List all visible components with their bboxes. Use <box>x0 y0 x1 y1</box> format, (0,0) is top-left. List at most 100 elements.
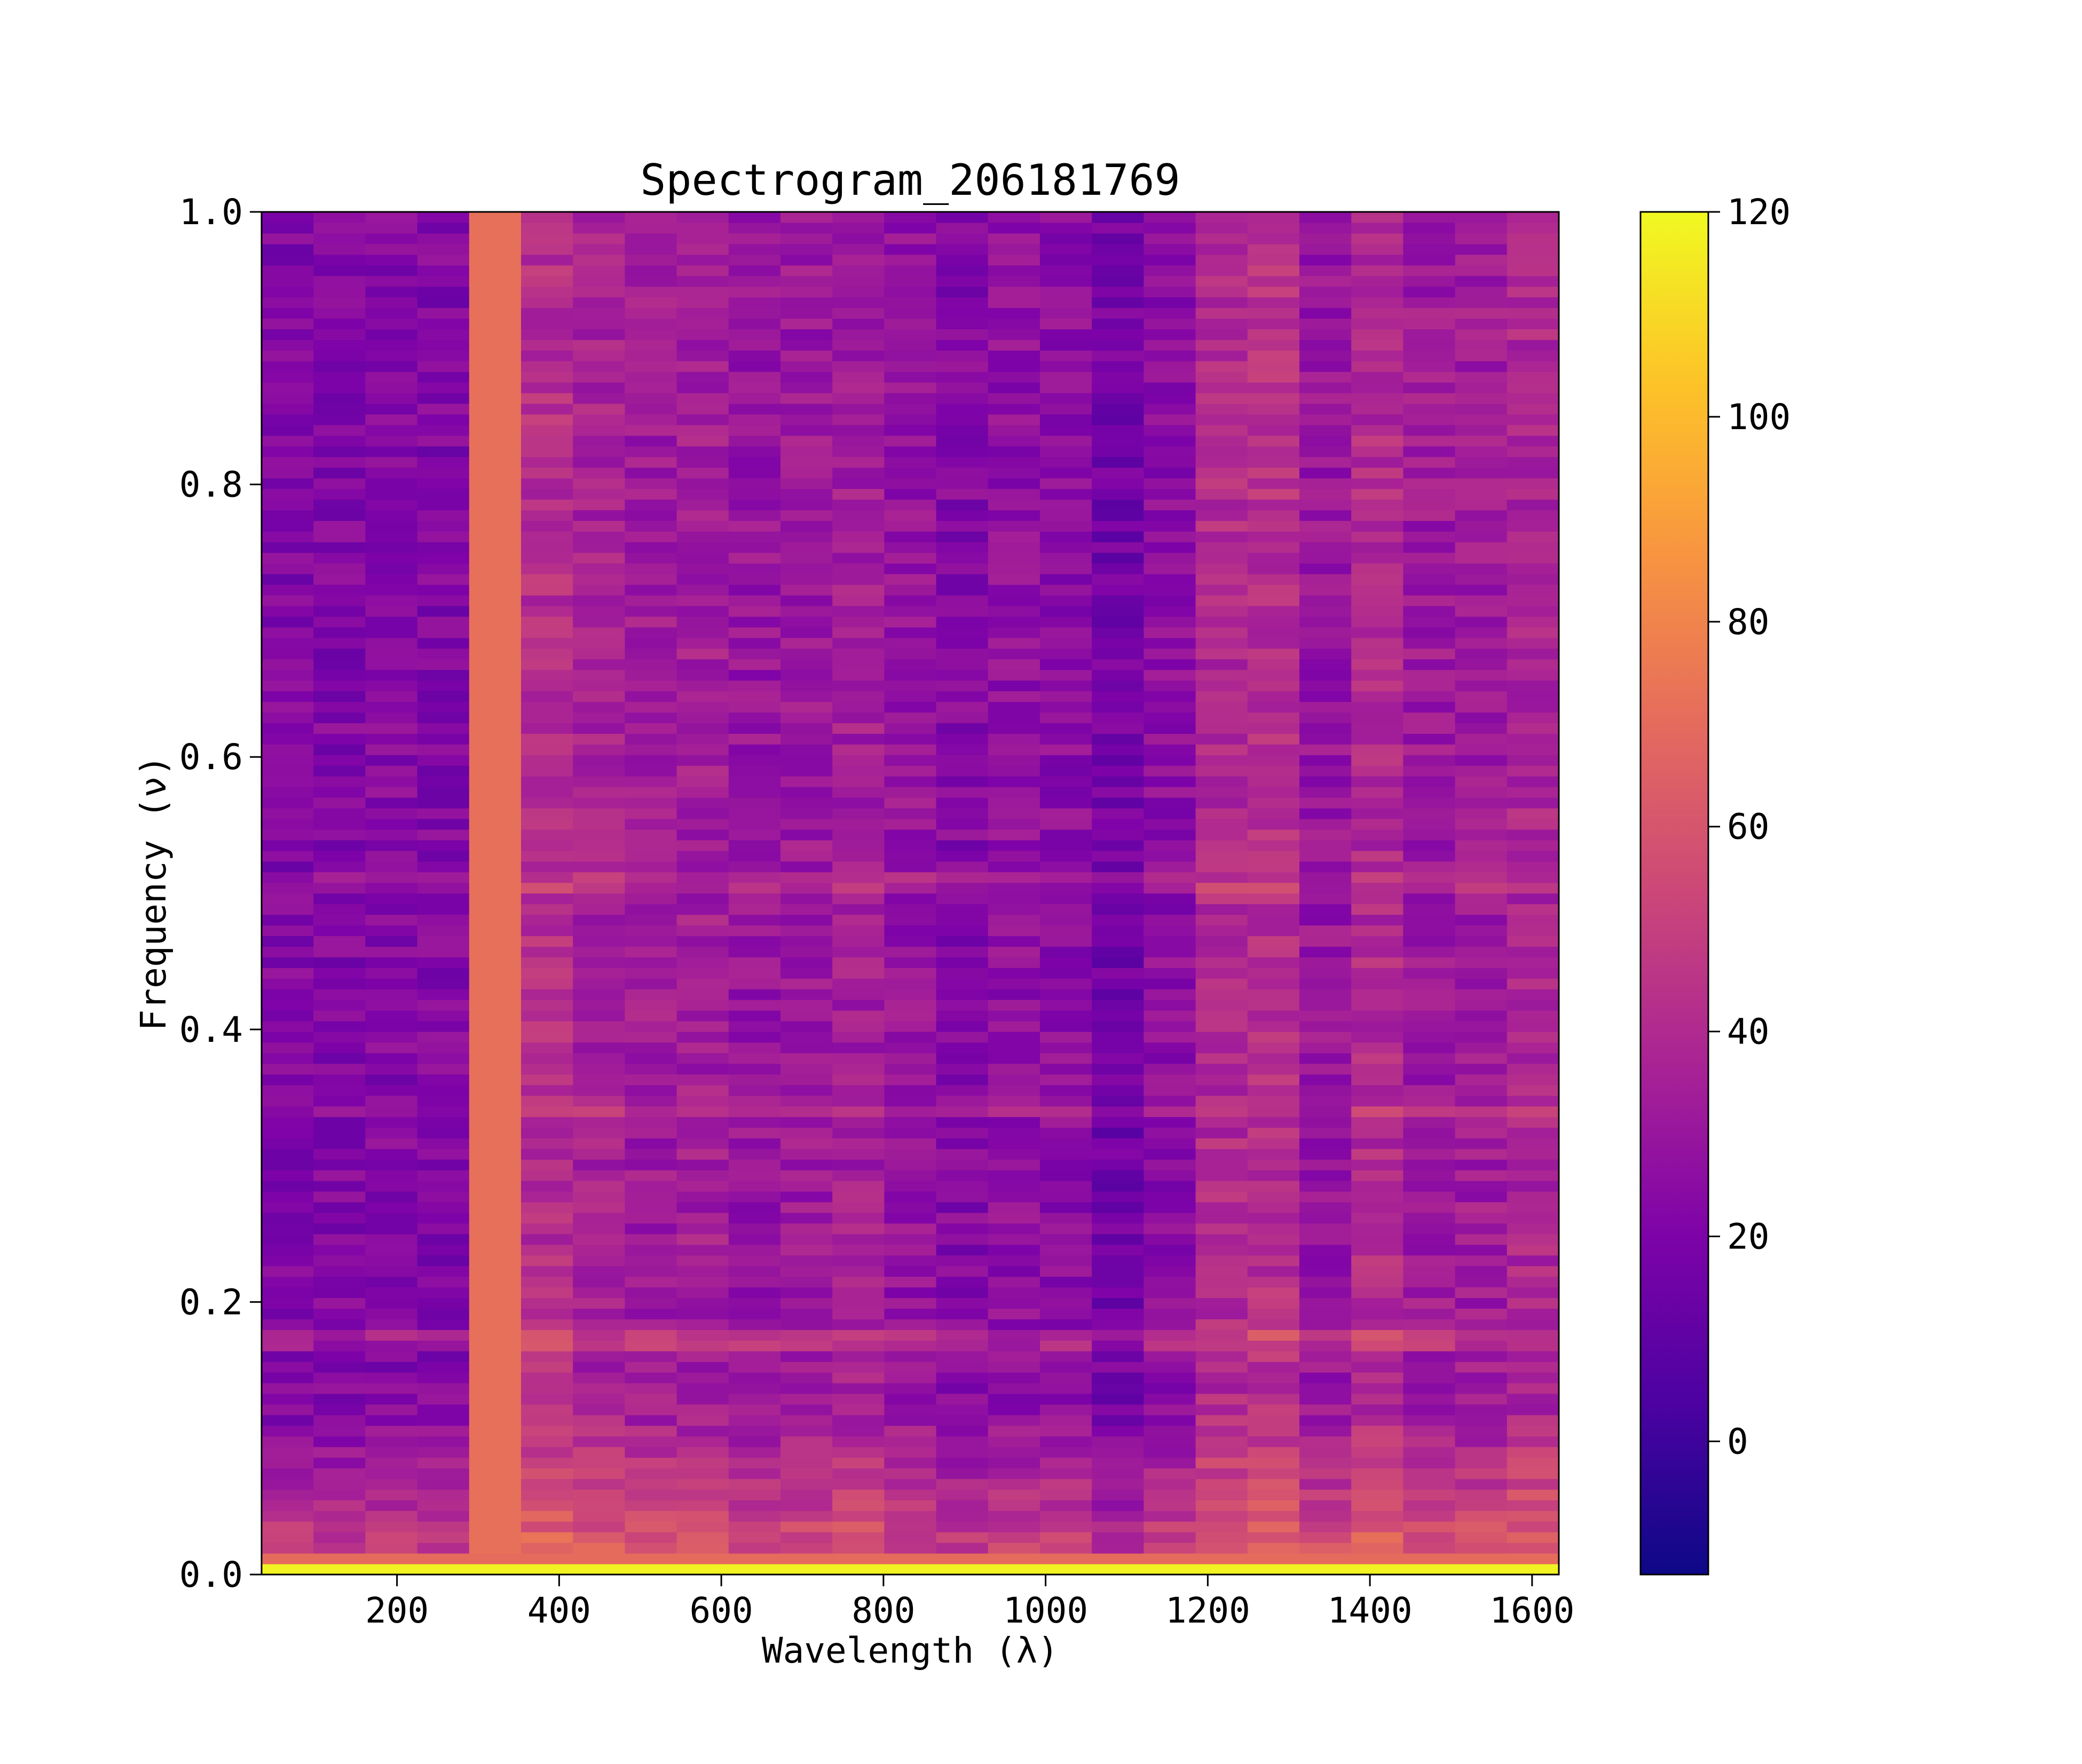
heatmap-cell <box>1455 520 1508 532</box>
heatmap-cell <box>313 723 366 734</box>
heatmap-cell <box>728 1042 781 1054</box>
heatmap-cell <box>1040 265 1092 276</box>
heatmap-cell <box>676 680 729 692</box>
heatmap-cell <box>1195 510 1248 521</box>
heatmap-cell <box>676 1362 729 1373</box>
heatmap-cell <box>469 957 522 968</box>
heatmap-cell <box>1143 1042 1196 1054</box>
heatmap-cell <box>1455 701 1508 713</box>
heatmap-cell <box>1247 307 1300 319</box>
heatmap-cell <box>1299 467 1352 479</box>
heatmap-cell <box>1351 1053 1403 1064</box>
heatmap-cell <box>1195 1127 1248 1138</box>
heatmap-cell <box>1040 424 1092 436</box>
heatmap-cell <box>1195 723 1248 734</box>
heatmap-cell <box>728 233 781 244</box>
heatmap-cell <box>262 552 314 564</box>
heatmap-cell <box>780 691 833 702</box>
colorbar <box>1639 211 1709 1576</box>
heatmap-cell <box>1195 563 1248 574</box>
heatmap-cell <box>313 1031 366 1043</box>
heatmap-cell <box>936 893 989 905</box>
heatmap-cell <box>1455 1414 1508 1426</box>
heatmap-cell <box>936 627 989 638</box>
heatmap-cell <box>780 404 833 415</box>
heatmap-cell <box>936 275 989 287</box>
heatmap-cell <box>313 605 366 617</box>
heatmap-cell <box>521 882 573 894</box>
heatmap-cell <box>469 818 522 830</box>
heatmap-cell <box>521 1372 573 1383</box>
heatmap-cell <box>1455 1393 1508 1405</box>
heatmap-cell <box>832 1042 885 1054</box>
heatmap-cell <box>365 1500 418 1511</box>
heatmap-cell <box>780 574 833 585</box>
heatmap-cell <box>573 840 625 851</box>
heatmap-cell <box>313 669 366 681</box>
heatmap-cell <box>1092 1308 1144 1319</box>
heatmap-cell <box>262 904 314 915</box>
heatmap-cell <box>625 936 677 947</box>
heatmap-cell <box>1092 1042 1144 1054</box>
heatmap-cell <box>1455 1223 1508 1235</box>
heatmap-cell <box>1403 1478 1456 1490</box>
heatmap-cell <box>625 1489 677 1500</box>
heatmap-cell <box>1143 829 1196 841</box>
heatmap-cell <box>1195 893 1248 905</box>
heatmap-cell <box>365 446 418 457</box>
heatmap-cell <box>1040 1340 1092 1351</box>
heatmap-cell <box>1092 1330 1144 1341</box>
heatmap-cell <box>1195 435 1248 447</box>
heatmap-cell <box>313 265 366 276</box>
heatmap-cell <box>417 627 470 638</box>
heatmap-cell <box>728 1362 781 1373</box>
heatmap-cell <box>988 1298 1040 1309</box>
heatmap-cell <box>262 1063 314 1075</box>
heatmap-cell <box>1143 1425 1196 1437</box>
heatmap-cell <box>728 1074 781 1086</box>
heatmap-cell <box>1143 755 1196 766</box>
heatmap-cell <box>1351 1095 1403 1107</box>
heatmap-cell <box>780 669 833 681</box>
heatmap-cell <box>1299 925 1352 936</box>
heatmap-cell <box>676 1181 729 1192</box>
heatmap-cell <box>313 1191 366 1203</box>
heatmap-cell <box>469 637 522 649</box>
heatmap-cell <box>832 1191 885 1203</box>
heatmap-cell <box>1299 339 1352 351</box>
heatmap-cell <box>988 1287 1040 1299</box>
heatmap-cell <box>625 1478 677 1490</box>
heatmap-cell <box>417 968 470 979</box>
heatmap-cell <box>262 1542 314 1554</box>
heatmap-cell <box>832 1532 885 1543</box>
heatmap-cell <box>313 936 366 947</box>
heatmap-cell <box>832 329 885 340</box>
heatmap-cell <box>262 1510 314 1522</box>
heatmap-cell <box>1092 1287 1144 1299</box>
heatmap-cell <box>936 1117 989 1128</box>
heatmap-cell <box>1299 1510 1352 1522</box>
heatmap-cell <box>262 1393 314 1405</box>
heatmap-cell <box>780 222 833 234</box>
heatmap-cell <box>1507 1201 1559 1213</box>
heatmap-cell <box>988 627 1040 638</box>
heatmap-cell <box>365 1521 418 1532</box>
heatmap-cell <box>780 1181 833 1192</box>
heatmap-cell <box>1143 808 1196 819</box>
heatmap-cell <box>1092 1393 1144 1405</box>
heatmap-cell <box>884 329 937 340</box>
heatmap-cell <box>936 776 989 787</box>
heatmap-cell <box>884 222 937 234</box>
heatmap-cell <box>676 978 729 990</box>
heatmap-cell <box>780 212 833 223</box>
heatmap-cell <box>417 584 470 596</box>
heatmap-cell <box>1455 1201 1508 1213</box>
heatmap-cell <box>728 520 781 532</box>
heatmap-cell <box>313 212 366 223</box>
heatmap-cell <box>1247 1393 1300 1405</box>
heatmap-cell <box>313 1223 366 1235</box>
heatmap-cell <box>521 818 573 830</box>
heatmap-cell <box>988 1031 1040 1043</box>
heatmap-cell <box>417 1340 470 1351</box>
heatmap-cell <box>469 1542 522 1554</box>
